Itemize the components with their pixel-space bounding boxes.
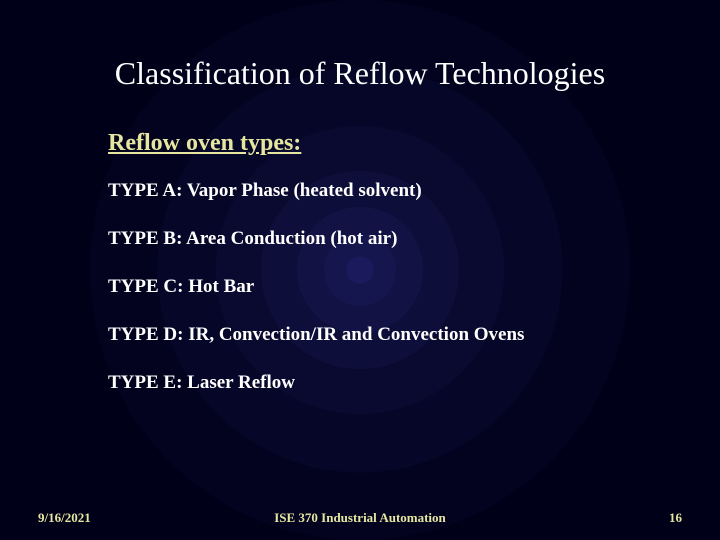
list-item: TYPE D: IR, Convection/IR and Convection… (108, 324, 648, 346)
list-item: TYPE B: Area Conduction (hot air) (108, 228, 648, 250)
slide-subtitle: Reflow oven types: (108, 130, 301, 157)
list-item: TYPE E: Laser Reflow (108, 372, 648, 394)
list-item: TYPE A: Vapor Phase (heated solvent) (108, 180, 648, 202)
list-item: TYPE C: Hot Bar (108, 276, 648, 298)
slide: Classification of Reflow Technologies Re… (0, 0, 720, 540)
footer-course: ISE 370 Industrial Automation (0, 510, 720, 526)
slide-title: Classification of Reflow Technologies (0, 55, 720, 92)
type-list: TYPE A: Vapor Phase (heated solvent) TYP… (108, 180, 648, 420)
footer-page-number: 16 (669, 510, 682, 526)
